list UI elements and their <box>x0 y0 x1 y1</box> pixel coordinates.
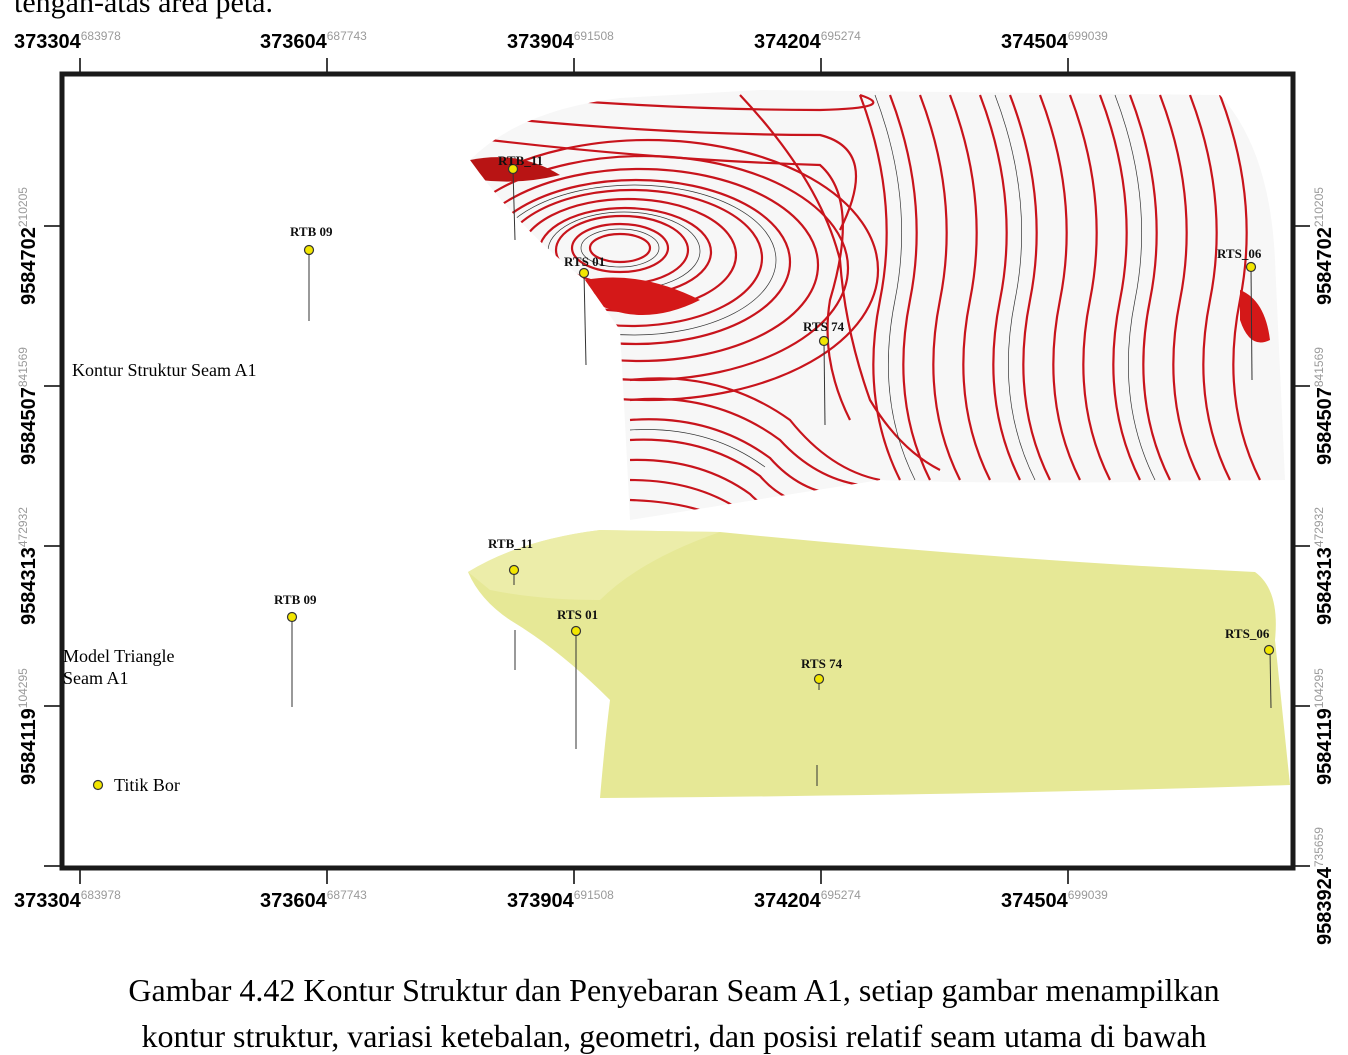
y-tick-left: 9584119104295 <box>16 668 40 785</box>
x-tick-bottom: 374504699039 <box>1001 888 1108 912</box>
figure-caption-line1: Gambar 4.42 Kontur Struktur dan Penyebar… <box>128 972 1220 1008</box>
y-tick-right: 9584702210205 <box>1312 187 1336 305</box>
top-panel-label: Kontur Struktur Seam A1 <box>72 360 257 380</box>
map-figure: RTB_11 RTB 09 RTS 01 RTS 74 RTS_06 RTB_1… <box>44 58 1310 884</box>
borehole-label-bottom: RTS 74 <box>801 656 843 671</box>
borehole-label-bottom: RTB_11 <box>488 536 533 551</box>
borehole-label-top: RTB_11 <box>498 153 543 168</box>
y-tick-left: 9584313472932 <box>16 507 40 625</box>
borehole-label-top: RTS 01 <box>564 254 605 269</box>
x-tick-bottom: 373304683978 <box>14 888 121 912</box>
y-tick-left: 9584702210205 <box>16 187 40 305</box>
borehole-label-bottom: RTB 09 <box>274 592 317 607</box>
borehole-marker <box>570 625 582 637</box>
legend-label: Titik Bor <box>114 775 180 795</box>
x-tick-bottom: 373604687743 <box>260 888 367 912</box>
y-tick-left: 9584507841569 <box>16 347 40 465</box>
borehole-marker <box>813 673 825 685</box>
borehole-marker <box>578 267 590 279</box>
borehole-marker <box>303 244 315 256</box>
borehole-marker <box>286 611 298 623</box>
x-tick-top: 374204695274 <box>754 29 861 53</box>
borehole-marker <box>818 335 830 347</box>
borehole-marker <box>1245 261 1257 273</box>
borehole-label-top: RTS 74 <box>803 319 845 334</box>
borehole-label-top: RTB 09 <box>290 224 333 239</box>
x-tick-bottom: 374204695274 <box>754 888 861 912</box>
bottom-panel-label-line1: Model Triangle <box>63 646 175 666</box>
model-triangle-surface <box>468 530 1290 798</box>
y-tick-right: 9584119104295 <box>1312 668 1336 785</box>
legend-marker <box>92 779 104 791</box>
x-tick-top: 373604687743 <box>260 29 367 53</box>
figure-caption-line2: kontur struktur, variasi ketebalan, geom… <box>141 1018 1207 1054</box>
borehole-label-bottom: RTS 01 <box>557 607 598 622</box>
borehole-marker <box>508 564 520 576</box>
x-tick-bottom: 373904691508 <box>507 888 614 912</box>
bottom-panel-label-line2: Seam A1 <box>63 668 129 688</box>
borehole-marker <box>1263 644 1275 656</box>
borehole-label-bottom: RTS_06 <box>1225 626 1270 641</box>
y-tick-right: 9583924735659 <box>1312 827 1336 945</box>
x-tick-top: 373304683978 <box>14 29 121 53</box>
x-tick-top: 374504699039 <box>1001 29 1108 53</box>
borehole-marker <box>507 163 519 175</box>
y-tick-right: 9584313472932 <box>1312 507 1336 625</box>
borehole-label-top: RTS_06 <box>1217 246 1262 261</box>
y-tick-right: 9584507841569 <box>1312 347 1336 465</box>
x-tick-top: 373904691508 <box>507 29 614 53</box>
intro-text: tengah-atas area peta. <box>14 0 273 19</box>
